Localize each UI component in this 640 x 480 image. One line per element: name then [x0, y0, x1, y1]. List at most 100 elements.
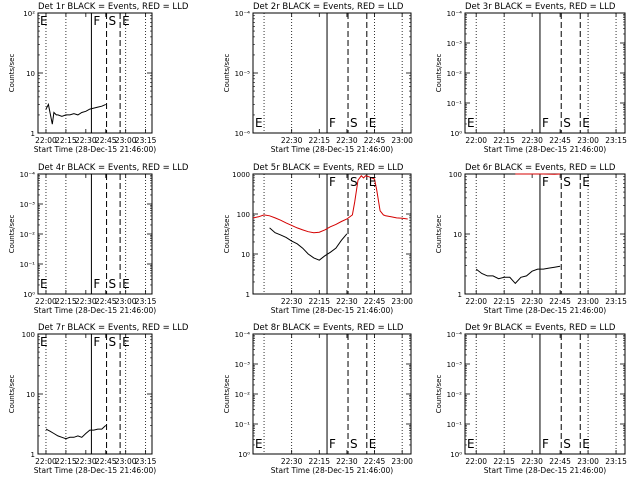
end-marker-label-left: E: [255, 437, 263, 451]
y-tick-label: 10⁻¹: [447, 421, 463, 429]
x-axis-label: Start Time (28-Dec-15 21:46:00): [484, 466, 606, 475]
y-axis-label: Counts/sec: [223, 54, 231, 93]
x-axis-label: Start Time (28-Dec-15 21:46:00): [271, 466, 393, 475]
x-tick-label: 22:15: [55, 457, 77, 466]
y-tick-label: 1: [31, 130, 35, 138]
y-tick-label: 10⁻¹: [447, 100, 463, 108]
y-tick-label: 10⁰: [450, 451, 462, 459]
plot-panel-5: Det 5r BLACK = Events, RED = LLD 22:30 22:…: [223, 163, 413, 315]
plot-panel-7: Det 7r BLACK = Events, RED = LLD22:0022:…: [8, 323, 189, 475]
x-tick-label: 23:15: [135, 457, 157, 466]
flare-marker-label: F: [542, 175, 549, 189]
x-tick-label: 22:30: [521, 297, 543, 306]
x-tick-label: 22:15: [308, 136, 330, 145]
x-tick-label: 23:15: [605, 457, 627, 466]
start-marker-label: S: [109, 277, 117, 291]
x-tick-label: 22:30: [281, 136, 303, 145]
x-tick-label: 23:00: [577, 297, 599, 306]
x-tick-label: 22:15: [308, 297, 330, 306]
plot-title: Det 4r BLACK = Events, RED = LLD: [38, 163, 189, 173]
x-tick-label: 22:45: [549, 457, 571, 466]
x-tick-label: 22:15: [493, 297, 515, 306]
plot-panel-2: Det 2r BLACK = Events, RED = LLD 22:30 22:…: [223, 2, 413, 154]
x-tick-label: 22:00: [35, 297, 57, 306]
y-tick-label: 10⁰: [450, 130, 462, 138]
x-axis-label: Start Time (28-Dec-15 21:46:00): [271, 306, 393, 315]
y-tick-label: 10⁻¹: [20, 261, 36, 269]
y-axis-label: Counts/sec: [223, 215, 231, 254]
y-tick-label: 10⁻¹: [235, 421, 251, 429]
plot-title: Det 2r BLACK = Events, RED = LLD: [253, 2, 404, 12]
y-tick-label: 10⁻²: [235, 391, 251, 399]
x-tick-label: 22:15: [308, 457, 330, 466]
series-lld-line: [252, 175, 408, 234]
y-tick-label: 10⁻⁴: [447, 10, 463, 18]
y-tick-label: 10⁻⁵: [235, 70, 251, 78]
flare-marker-label: F: [93, 14, 100, 28]
y-tick-label: 10⁻²: [447, 391, 463, 399]
y-axis-label: Counts/sec: [223, 375, 231, 414]
x-tick-label: 22:45: [95, 457, 117, 466]
x-tick-label: 22:30: [521, 136, 543, 145]
x-tick-label: 22:15: [55, 297, 77, 306]
x-tick-label: 23:00: [391, 297, 413, 306]
y-tick-label: 100: [237, 211, 250, 219]
y-tick-label: 10: [453, 231, 462, 239]
y-tick-label: 10⁻⁴: [447, 331, 463, 339]
x-tick-label: 22:00: [465, 297, 487, 306]
end-marker-label: E: [369, 116, 377, 130]
end-marker-label: E: [122, 277, 130, 291]
y-tick-label: 10: [26, 391, 35, 399]
x-tick-label: 22:00: [465, 457, 487, 466]
y-tick-label: 1: [458, 291, 462, 299]
x-tick-label: 22:30: [281, 297, 303, 306]
end-marker-label: E: [582, 437, 590, 451]
end-marker-label: E: [122, 14, 130, 28]
plot-panel-3: Det 3r BLACK = Events, RED = LLD 22:00 22:…: [435, 2, 627, 154]
plot-title: Det 3r BLACK = Events, RED = LLD: [465, 2, 616, 12]
x-tick-label: 22:30: [336, 136, 358, 145]
y-tick-label: 1: [246, 291, 250, 299]
plot-title: Det 1r BLACK = Events, RED = LLD: [38, 2, 189, 12]
end-marker-label-left: E: [467, 116, 475, 130]
end-marker-label-left: E: [40, 14, 48, 28]
plot-frame: [252, 12, 412, 134]
x-tick-label: 22:15: [493, 136, 515, 145]
x-tick-label: 22:45: [549, 136, 571, 145]
start-marker-label: S: [350, 175, 358, 189]
plot-frame: [37, 173, 153, 295]
plot-title: Det 5r BLACK = Events, RED = LLD: [253, 163, 404, 173]
plot-panel-8: Det 8r BLACK = Events, RED = LLD 22:30 22:…: [223, 323, 413, 475]
y-tick-label: 10⁻³: [20, 201, 36, 209]
x-tick-label: 22:15: [55, 136, 77, 145]
y-axis-label: Counts/sec: [435, 215, 443, 254]
x-tick-label: 22:45: [364, 297, 386, 306]
x-tick-label: 22:00: [35, 457, 57, 466]
plot-panel-9: Det 9r BLACK = Events, RED = LLD 22:00 22:…: [435, 323, 627, 475]
end-marker-label: E: [369, 175, 377, 189]
plot-frame: [37, 333, 153, 455]
end-marker-label: E: [582, 175, 590, 189]
plot-frame: [252, 333, 412, 455]
end-marker-label: E: [122, 335, 130, 349]
y-tick-label: 10⁻³: [447, 361, 463, 369]
plot-panel-6: Det 6r BLACK = Events, RED = LLD 22:00 22:…: [435, 163, 627, 315]
x-tick-label: 23:15: [135, 136, 157, 145]
y-tick-label: 100: [449, 171, 462, 179]
plot-title: Det 8r BLACK = Events, RED = LLD: [253, 323, 404, 333]
plot-title: Det 6r BLACK = Events, RED = LLD: [465, 163, 616, 173]
y-tick-label: 10⁰: [238, 451, 250, 459]
y-axis-label: Counts/sec: [435, 54, 443, 93]
plot-frame: [37, 12, 153, 134]
x-tick-label: 22:45: [364, 136, 386, 145]
x-tick-label: 23:00: [115, 457, 137, 466]
y-tick-label: 10⁻²: [20, 231, 36, 239]
x-axis-label: Start Time (28-Dec-15 21:46:00): [271, 145, 393, 154]
x-tick-label: 22:15: [493, 457, 515, 466]
y-axis-label: Counts/sec: [435, 375, 443, 414]
plot-panel-1: Det 1r BLACK = Events, RED = LLD22:0022:…: [8, 2, 189, 154]
x-axis-label: Start Time (28-Dec-15 21:46:00): [34, 145, 156, 154]
start-marker-label: S: [563, 175, 571, 189]
x-tick-label: 23:00: [115, 297, 137, 306]
plot-frame: [464, 12, 626, 134]
